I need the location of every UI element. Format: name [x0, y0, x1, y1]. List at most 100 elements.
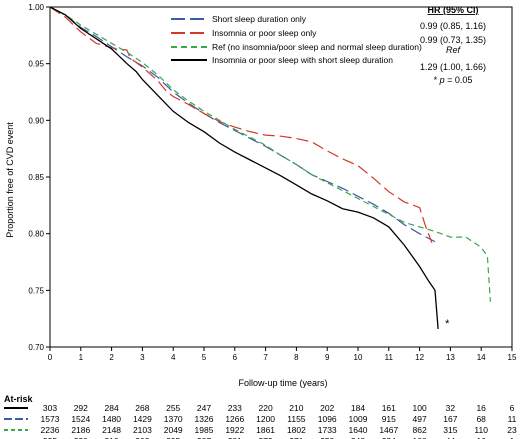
- at-risk-value: 258: [320, 436, 334, 439]
- at-risk-value: 161: [382, 403, 396, 413]
- at-risk-value: 32: [446, 403, 456, 413]
- x-tick-label: 3: [140, 353, 145, 362]
- x-tick-label: 7: [263, 353, 268, 362]
- at-risk-value: 233: [228, 403, 242, 413]
- y-tick-label: 0.70: [28, 343, 44, 352]
- y-tick-label: 0.95: [28, 60, 44, 69]
- at-risk-value: 310: [105, 436, 119, 439]
- at-risk-value: 1155: [287, 414, 306, 424]
- at-risk-value: 1200: [256, 414, 275, 424]
- at-risk-value: 255: [166, 403, 180, 413]
- at-risk-table: At-risk 303 292 284 268 255 247 233 220 210 202 184…: [4, 394, 517, 439]
- at-risk-value: 1009: [349, 414, 368, 424]
- at-risk-value: 1266: [225, 414, 244, 424]
- at-risk-value: 2148: [102, 425, 121, 435]
- x-tick-label: 11: [385, 353, 394, 362]
- at-risk-value: 11: [508, 414, 517, 424]
- at-risk-value: 23: [507, 425, 517, 435]
- at-risk-value: 1096: [318, 414, 337, 424]
- y-tick-label: 0.75: [28, 286, 44, 295]
- x-tick-label: 13: [446, 353, 455, 362]
- at-risk-value: 287: [197, 436, 211, 439]
- at-risk-value: 110: [474, 425, 488, 435]
- at-risk-value: 325: [43, 436, 57, 439]
- at-risk-value: 44: [446, 436, 456, 439]
- legend-hr-3: 1.29 (1.00, 1.66): [420, 62, 486, 72]
- at-risk-value: 279: [259, 436, 273, 439]
- legend: HR (95% CI) Short sleep duration only 0.99…: [171, 5, 486, 85]
- legend-label-1: Insomnia or poor sleep only: [212, 28, 317, 38]
- at-risk-value: 497: [413, 414, 427, 424]
- at-risk-value: 303: [43, 403, 57, 413]
- series-line-2: [49, 6, 491, 302]
- at-risk-value: 108: [413, 436, 427, 439]
- at-risk-value: 1640: [349, 425, 368, 435]
- at-risk-value: 1467: [379, 425, 398, 435]
- at-risk-value: 210: [289, 403, 303, 413]
- x-tick-label: 5: [202, 353, 207, 362]
- at-risk-value: 1985: [195, 425, 214, 435]
- legend-hr-0: 0.99 (0.85, 1.16): [420, 21, 486, 31]
- legend-header: HR (95% CI): [427, 5, 478, 15]
- x-tick-label: 8: [294, 353, 299, 362]
- at-risk-value: 1429: [133, 414, 152, 424]
- x-tick-label: 6: [233, 353, 238, 362]
- at-risk-value: 247: [197, 403, 211, 413]
- at-risk-value: 16: [476, 403, 486, 413]
- x-tick-label: 4: [171, 353, 176, 362]
- at-risk-value: 915: [382, 414, 396, 424]
- axes-group: 0.700.750.800.850.900.951.000 1 2 3 4 5 6 7 8 9 10…: [28, 3, 517, 362]
- at-risk-value: 1573: [41, 414, 60, 424]
- x-tick-label: 1: [79, 353, 84, 362]
- x-tick-label: 9: [325, 353, 330, 362]
- at-risk-value: 2186: [71, 425, 90, 435]
- at-risk-value: 224: [382, 436, 396, 439]
- legend-label-3: Insomnia or poor sleep with short sleep …: [212, 55, 393, 65]
- at-risk-value: 268: [135, 403, 149, 413]
- legend-hr-2: Ref: [446, 45, 462, 55]
- at-risk-value: 2049: [164, 425, 183, 435]
- x-axis-label: Follow-up time (years): [238, 378, 327, 388]
- at-risk-value: 284: [105, 403, 119, 413]
- at-risk-value: 68: [476, 414, 486, 424]
- at-risk-value: 1370: [164, 414, 183, 424]
- at-risk-value: 100: [413, 403, 427, 413]
- at-risk-value: 248: [351, 436, 365, 439]
- at-risk-value: 295: [166, 436, 180, 439]
- significance-star: *: [445, 318, 450, 330]
- at-risk-value: 1922: [225, 425, 244, 435]
- legend-hr-1: 0.99 (0.73, 1.35): [420, 35, 486, 45]
- series-lines: *: [49, 6, 491, 330]
- at-risk-value: 271: [289, 436, 303, 439]
- at-risk-value: 6: [510, 403, 515, 413]
- at-risk-value: 202: [320, 403, 334, 413]
- at-risk-value: 2103: [133, 425, 152, 435]
- at-risk-value: 1480: [102, 414, 121, 424]
- legend-label-2: Ref (no insomnia/poor sleep and normal s…: [212, 42, 422, 52]
- at-risk-value: 2236: [41, 425, 60, 435]
- series-line-3: [49, 6, 439, 329]
- at-risk-value: 184: [351, 403, 365, 413]
- at-risk-value: 220: [259, 403, 273, 413]
- at-risk-value: 303: [135, 436, 149, 439]
- x-tick-label: 10: [354, 353, 363, 362]
- y-tick-label: 1.00: [28, 3, 44, 12]
- at-risk-value: 1733: [318, 425, 337, 435]
- at-risk-value: 292: [74, 403, 88, 413]
- y-tick-label: 0.90: [28, 116, 44, 125]
- at-risk-value: 1524: [71, 414, 90, 424]
- at-risk-value: 1326: [195, 414, 214, 424]
- p-value-note: * p = 0.05: [434, 75, 473, 85]
- at-risk-value: 1861: [256, 425, 275, 435]
- x-tick-label: 15: [508, 353, 517, 362]
- legend-label-0: Short sleep duration only: [212, 14, 307, 24]
- at-risk-value: 1802: [287, 425, 306, 435]
- x-tick-label: 12: [415, 353, 424, 362]
- y-tick-label: 0.80: [28, 230, 44, 239]
- at-risk-value: 862: [413, 425, 427, 435]
- y-axis-label: Proportion free of CVD event: [5, 122, 15, 238]
- at-risk-value: 281: [228, 436, 242, 439]
- at-risk-value: 167: [443, 414, 457, 424]
- x-tick-label: 2: [109, 353, 114, 362]
